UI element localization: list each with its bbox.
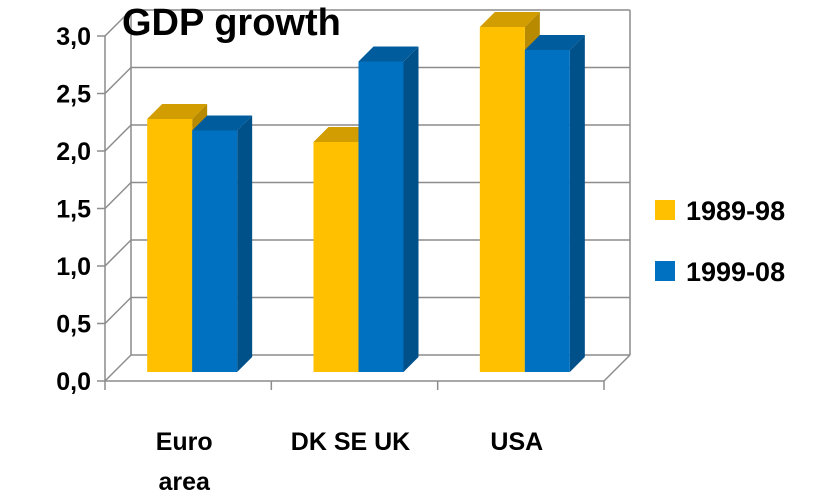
y-tick-label: 2,5 (56, 81, 91, 109)
chart-title: GDP growth (122, 2, 341, 44)
legend-swatch-1989-98 (655, 200, 675, 220)
bar-side-1999-08-2 (569, 35, 585, 372)
axes (104, 10, 631, 390)
grid-diagonal-3 (104, 181, 132, 210)
x-category-label: USA (490, 428, 543, 456)
bar-top-1989-98-0 (147, 104, 208, 119)
legend-swatch-1999-08 (655, 261, 675, 281)
bar-1999-08-2 (524, 50, 570, 372)
x-category-label: area (158, 468, 211, 496)
grid-diagonal-1 (104, 296, 132, 325)
legend-label-1989-98: 1989-98 (686, 196, 785, 226)
grid-diagonal-0 (104, 354, 132, 382)
y-tick-label: 0,5 (56, 311, 91, 339)
bar-top-1999-08-2 (524, 35, 585, 50)
bar-top-1999-08-1 (358, 46, 419, 62)
legend: 1989-98 1999-08 (655, 196, 785, 287)
floor-right-edge (603, 354, 631, 382)
y-tick-label: 3,0 (56, 23, 91, 51)
bar-1989-98-0 (147, 119, 193, 372)
grid-diagonal-4 (104, 124, 132, 152)
bar-top-1989-98-2 (479, 12, 540, 27)
x-category-label: Euro (156, 428, 213, 456)
bar-side-1999-08-1 (403, 46, 419, 372)
legend-label-1999-08: 1999-08 (686, 257, 785, 287)
bars (147, 12, 585, 372)
y-tick-label: 1,5 (56, 196, 91, 224)
bar-side-1999-08-0 (237, 115, 253, 372)
grid-diagonal-2 (104, 239, 132, 267)
axis-labels: 0,0 0,5 1,0 1,5 2,0 2,5 3,0 Euro area DK SE UK USA (56, 23, 543, 496)
bar-1999-08-0 (192, 130, 238, 372)
y-tick-label: 1,0 (56, 253, 91, 281)
y-tick-label: 0,0 (56, 368, 91, 396)
bar-1989-98-1 (313, 142, 359, 372)
bar-top-1999-08-0 (192, 115, 253, 131)
grid-diagonal-6 (104, 9, 132, 37)
bar-1989-98-2 (479, 27, 525, 372)
y-tick-label: 2,0 (56, 138, 91, 166)
bar-1999-08-1 (358, 61, 404, 372)
x-category-label: DK SE UK (291, 428, 410, 456)
grid-diagonal-5 (104, 66, 132, 95)
